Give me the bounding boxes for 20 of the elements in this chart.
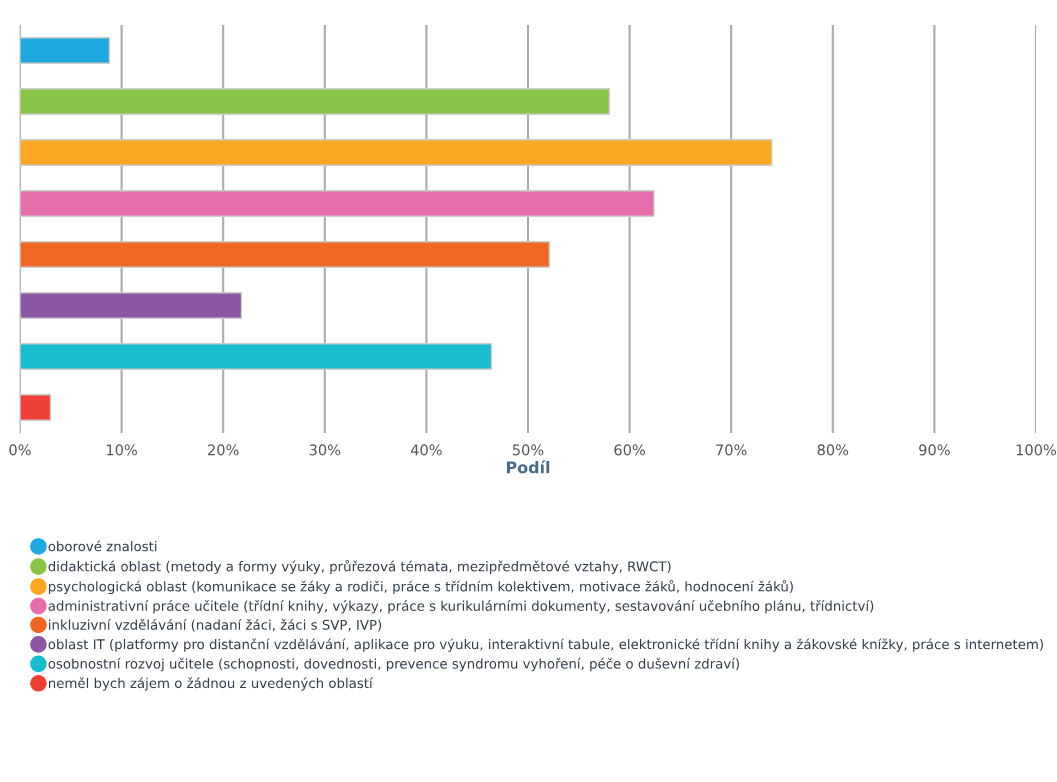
x-tick-label: 60% (614, 444, 645, 456)
x-tick-label: 50% (512, 444, 544, 456)
legend-label: neměl bych zájem o žádnou z uvedených oblastí (48, 677, 374, 691)
x-axis-title: Podíl (506, 460, 550, 474)
x-tick-label: 70% (716, 444, 747, 456)
legend-label: didaktická oblast (metody a formy výuky, průřezová témata, mezipředmětové vztahy, RWCT) (48, 559, 671, 574)
x-tick-label: 90% (919, 444, 950, 456)
x-tick-label: 40% (410, 444, 442, 456)
legend-label: administrativní práce učitele (třídní knihy, výkazy, práce s kurikulárními dokumenty, sestavování učebního plánu, třídnictví) (48, 600, 874, 614)
x-tick-label: 10% (107, 444, 137, 456)
legend-label: oblast IT (platformy pro distanční vzdělávání, aplikace pro výuku, interaktivní tabule, elektronické třídní knihy a žákovské knížky, práce s internetem) (48, 638, 1043, 652)
x-tick-label: 20% (208, 444, 239, 456)
x-tick-label: 100% (1016, 444, 1057, 456)
legend-label: psychologická oblast (komunikace se žáky a rodiči, práce s třídním kolektivem, motivace žáků, hodnocení žáků) (48, 579, 793, 595)
legend-label: oborové znalosti (48, 540, 157, 552)
legend-label: osobnostní rozvoj učitele (schopnosti, dovednosti, prevence syndromu vyhoření, péče o duševní zdraví) (48, 657, 739, 672)
x-tick-label: 0% (9, 444, 31, 456)
x-tick-label: 80% (817, 444, 849, 456)
x-tick-label: 30% (309, 444, 341, 456)
legend-label: inkluzivní vzdělávání (nadaní žáci, žáci s SVP, IVP) (49, 618, 382, 632)
